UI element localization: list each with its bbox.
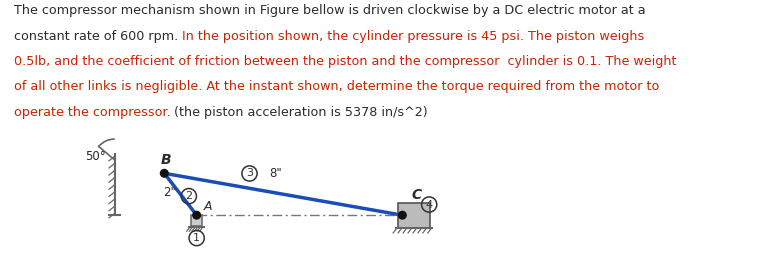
Text: 2: 2 <box>185 191 193 201</box>
Text: B: B <box>161 153 171 167</box>
Text: of all other links is negligible. At the instant shown, determine the torque req: of all other links is negligible. At the… <box>14 80 659 93</box>
Text: In the position shown, the cylinder pressure is 45 psi. The piston weighs: In the position shown, the cylinder pres… <box>182 30 644 42</box>
Text: 8": 8" <box>269 167 282 180</box>
Circle shape <box>193 211 200 219</box>
Circle shape <box>399 211 406 219</box>
Text: 50°: 50° <box>85 150 105 163</box>
Text: (the piston acceleration is 5378 in/s^2): (the piston acceleration is 5378 in/s^2) <box>174 106 428 119</box>
Text: 4: 4 <box>425 199 433 210</box>
Text: C: C <box>411 188 421 202</box>
Text: constant rate of 600 rpm.: constant rate of 600 rpm. <box>14 30 182 42</box>
Text: operate the compressor.: operate the compressor. <box>14 106 174 119</box>
Circle shape <box>161 169 168 177</box>
FancyBboxPatch shape <box>191 215 202 226</box>
FancyBboxPatch shape <box>398 203 430 228</box>
Text: 0.5lb, and the coefficient of friction between the piston and the compressor  cy: 0.5lb, and the coefficient of friction b… <box>14 55 676 68</box>
Text: A: A <box>203 200 212 213</box>
Text: 2": 2" <box>164 186 176 199</box>
Text: 1: 1 <box>193 233 200 243</box>
Text: 3: 3 <box>246 169 253 178</box>
Text: The compressor mechanism shown in Figure bellow is driven clockwise by a DC elec: The compressor mechanism shown in Figure… <box>14 4 645 17</box>
